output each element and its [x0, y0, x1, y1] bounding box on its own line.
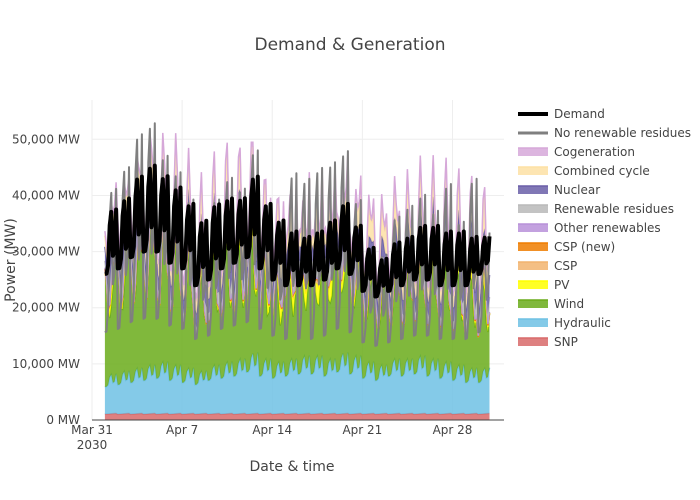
y-tick-label: 30,000 MW — [12, 245, 80, 259]
legend-label: Cogeneration — [554, 145, 635, 159]
legend-label: Hydraulic — [554, 316, 611, 330]
x-axis-title: Date & time — [250, 459, 335, 475]
legend-label: Demand — [554, 107, 605, 121]
legend-item[interactable]: Renewable residues — [518, 202, 674, 216]
legend-item[interactable]: CSP (new) — [518, 240, 615, 254]
legend-item[interactable]: CSP — [518, 259, 577, 273]
y-tick-label: 40,000 MW — [12, 188, 80, 202]
legend-swatch — [518, 148, 548, 156]
legend-item[interactable]: No renewable residues — [518, 126, 691, 140]
x-tick-sublabel: 2030 — [77, 438, 108, 452]
y-tick-label: 0 MW — [46, 413, 80, 427]
series-lines — [104, 122, 492, 347]
x-tick-label: Apr 21 — [342, 423, 382, 437]
legend-swatch — [518, 262, 548, 270]
legend-item[interactable]: Wind — [518, 297, 584, 311]
legend-swatch — [518, 186, 548, 194]
chart-title: Demand & Generation — [255, 35, 446, 55]
legend-label: CSP — [554, 259, 577, 273]
legend-swatch — [518, 338, 548, 346]
legend-swatch — [518, 281, 548, 289]
area-hydraulic — [104, 352, 490, 415]
x-tick-label: Apr 7 — [166, 423, 198, 437]
legend-item[interactable]: Hydraulic — [518, 316, 611, 330]
legend-label: Other renewables — [554, 221, 661, 235]
legend-item[interactable]: Demand — [518, 107, 605, 121]
x-tick-label: Apr 14 — [252, 423, 292, 437]
y-tick-label: 50,000 MW — [12, 132, 80, 146]
legend-swatch — [518, 300, 548, 308]
legend-item[interactable]: PV — [518, 278, 570, 292]
y-axis-title: Power (MW) — [3, 218, 19, 302]
x-tick-label: Apr 28 — [433, 423, 473, 437]
legend-item[interactable]: SNP — [518, 335, 578, 349]
legend-label: No renewable residues — [554, 126, 691, 140]
y-tick-label: 10,000 MW — [12, 357, 80, 371]
legend[interactable]: Demand No renewable residues Cogeneration C… — [518, 107, 691, 349]
axes: 0 MW 10,000 MW 20,000 MW 30,000 MW 40,000 MW… — [12, 132, 504, 452]
legend-swatch — [518, 243, 548, 251]
legend-swatch — [518, 167, 548, 175]
legend-label: Combined cycle — [554, 164, 650, 178]
area-snp — [104, 413, 490, 420]
x-tick-label: Mar 31 — [71, 423, 113, 437]
legend-label: Wind — [554, 297, 584, 311]
legend-item[interactable]: Other renewables — [518, 221, 661, 235]
legend-label: CSP (new) — [554, 240, 615, 254]
legend-swatch — [518, 319, 548, 327]
y-tick-label: 20,000 MW — [12, 301, 80, 315]
legend-label: Nuclear — [554, 183, 600, 197]
legend-label: PV — [554, 278, 570, 292]
legend-swatch — [518, 205, 548, 213]
legend-swatch — [518, 224, 548, 232]
legend-item[interactable]: Combined cycle — [518, 164, 650, 178]
legend-label: SNP — [554, 335, 578, 349]
legend-item[interactable]: Nuclear — [518, 183, 600, 197]
line-demand — [104, 163, 492, 299]
legend-item[interactable]: Cogeneration — [518, 145, 635, 159]
legend-label: Renewable residues — [554, 202, 674, 216]
